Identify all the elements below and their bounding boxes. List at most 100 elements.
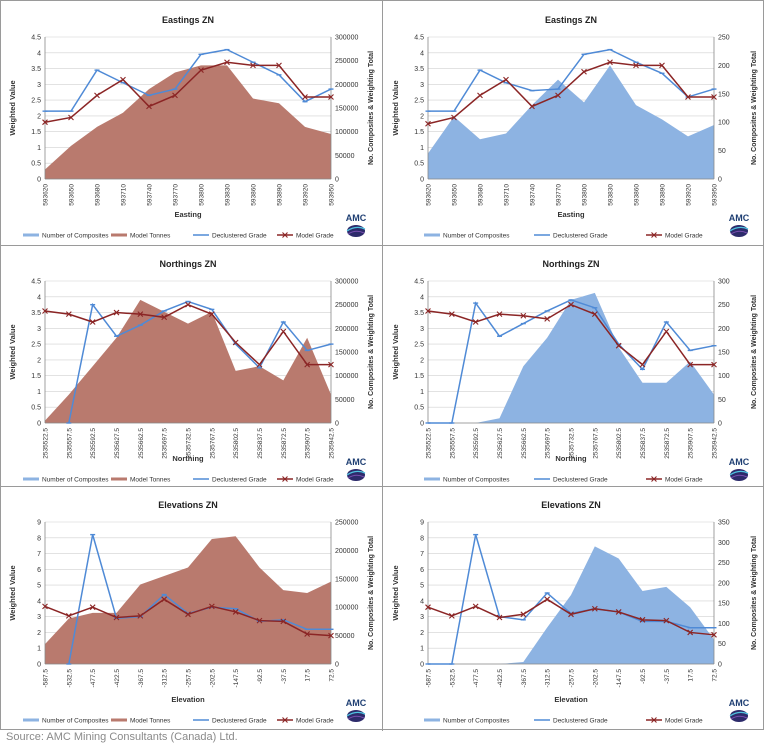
x-tick-label: 2535802.5 bbox=[233, 428, 240, 459]
x-tick-label: 593830 bbox=[608, 184, 615, 206]
model-grade-marker bbox=[304, 361, 311, 368]
model-grade-marker bbox=[633, 62, 639, 69]
x-tick-label: 2535837.5 bbox=[640, 428, 647, 459]
y2-tick-label: 300000 bbox=[335, 279, 358, 286]
model-grade-marker bbox=[472, 603, 479, 610]
amc-logo: AMC bbox=[346, 213, 367, 237]
y-tick-label: 4 bbox=[37, 294, 41, 301]
x-tick-label: 2535732.5 bbox=[186, 428, 193, 459]
x-tick-label: 593920 bbox=[303, 184, 310, 206]
y2-tick-label: 100 bbox=[718, 621, 730, 628]
model-grade-marker bbox=[280, 618, 287, 625]
model-grade-marker bbox=[42, 119, 48, 126]
x-tick-label: 2535627.5 bbox=[114, 428, 121, 459]
legend-label: Model Grade bbox=[296, 477, 334, 484]
x-tick-label: -477.5 bbox=[90, 669, 97, 688]
model-grade-marker bbox=[224, 59, 230, 66]
x-tick-label: -147.5 bbox=[616, 669, 623, 688]
model-grade-marker bbox=[581, 68, 587, 75]
declustered-grade-line bbox=[45, 48, 332, 112]
model-grade-marker bbox=[198, 67, 204, 74]
y-axis-label: Weighted Value bbox=[391, 565, 400, 620]
model-grade-marker bbox=[185, 611, 191, 618]
y-tick-label: 1 bbox=[37, 646, 41, 653]
legend-label: Declustered Grade bbox=[212, 233, 267, 240]
x-tick-label: 593890 bbox=[277, 184, 284, 206]
model-grade-marker bbox=[568, 301, 574, 308]
y-tick-label: 0 bbox=[37, 662, 41, 669]
y-tick-label: 4 bbox=[420, 598, 424, 605]
y-tick-label: 4.5 bbox=[31, 279, 41, 286]
y-axis-label: Weighted Value bbox=[8, 80, 17, 135]
model-grade-marker bbox=[280, 328, 287, 335]
y2-tick-label: 150 bbox=[718, 91, 730, 98]
x-tick-label: 2535767.5 bbox=[592, 428, 599, 459]
chart-title: Eastings ZN bbox=[162, 15, 214, 25]
number-of-composites-area bbox=[428, 292, 714, 423]
y-tick-label: 5 bbox=[37, 583, 41, 590]
legend-marker-model bbox=[651, 232, 657, 238]
model-grade-marker bbox=[256, 617, 263, 624]
y-tick-label: 2 bbox=[420, 357, 424, 364]
x-tick-label: 593830 bbox=[225, 184, 232, 206]
y-tick-label: 4 bbox=[420, 50, 424, 57]
amc-logo: AMC bbox=[729, 457, 750, 481]
x-tick-label: -312.5 bbox=[545, 669, 552, 688]
x-tick-label: 2535907.5 bbox=[688, 428, 695, 459]
y2-tick-label: 50 bbox=[718, 641, 726, 648]
model-grade-marker bbox=[687, 361, 694, 368]
legend-label: Model Grade bbox=[296, 233, 334, 240]
x-tick-label: -202.5 bbox=[592, 669, 599, 688]
y-tick-label: 4.5 bbox=[31, 35, 41, 42]
chart-svg: Northings ZN 0 0.5 1 1.5 2 2.5 3 3.5 4 4.5 0 50000 10… bbox=[8, 259, 375, 484]
amc-logo-text: AMC bbox=[729, 457, 750, 467]
y2-tick-label: 250 bbox=[718, 302, 730, 309]
legend-marker-model bbox=[282, 476, 288, 482]
model-grade-marker bbox=[65, 311, 72, 318]
y-tick-label: 7 bbox=[37, 551, 41, 558]
y-tick-label: 2.5 bbox=[31, 98, 41, 105]
amc-logo-swoosh bbox=[347, 230, 365, 235]
model-grade-marker bbox=[663, 617, 670, 624]
y-tick-label: 2 bbox=[37, 113, 41, 120]
number-of-composites-area bbox=[428, 546, 714, 664]
y-tick-label: 1 bbox=[37, 145, 41, 152]
y2-tick-label: 100 bbox=[718, 120, 730, 127]
x-tick-label: -202.5 bbox=[209, 669, 216, 688]
chart-panel-northings-composites: Northings ZN 0 0.5 1 1.5 2 2.5 3 3.5 4 4.5 0 50 100 15… bbox=[384, 247, 764, 487]
grid-divider-vertical bbox=[382, 1, 383, 731]
x-tick-label: 2535732.5 bbox=[569, 428, 576, 459]
chart-svg: Elevations ZN 0 1 2 3 4 5 6 7 8 9 0 50000 100000 15000… bbox=[8, 500, 375, 725]
x-tick-label: 2535522.5 bbox=[426, 428, 433, 459]
x-tick-label: 593950 bbox=[329, 184, 336, 206]
model-grade-marker bbox=[65, 612, 72, 619]
y2-tick-label: 250000 bbox=[335, 58, 358, 65]
x-axis-label: Easting bbox=[557, 210, 585, 219]
declustered-grade-line bbox=[428, 48, 715, 112]
y-tick-label: 2.5 bbox=[414, 98, 424, 105]
model-grade-marker bbox=[615, 609, 622, 615]
x-tick-label: 2535767.5 bbox=[209, 428, 216, 459]
legend-label: Model Tonnes bbox=[130, 477, 171, 484]
amc-logo-swoosh bbox=[347, 715, 365, 720]
y2-axis-label: No. Composites & Weighting Total bbox=[751, 536, 758, 650]
x-tick-label: 2535697.5 bbox=[162, 428, 169, 459]
amc-logo: AMC bbox=[729, 213, 750, 237]
x-tick-label: 2535872.5 bbox=[281, 428, 288, 459]
x-tick-label: 593740 bbox=[147, 184, 154, 206]
x-tick-label: -477.5 bbox=[473, 669, 480, 688]
x-tick-label: -92.5 bbox=[640, 669, 647, 684]
chart-title: Elevations ZN bbox=[541, 500, 601, 510]
chart-panel-elevations-composites: Elevations ZN 0 1 2 3 4 5 6 7 8 9 0 50 100 150 200 250 30… bbox=[384, 488, 764, 728]
model-grade-marker bbox=[89, 604, 96, 611]
model-grade-marker bbox=[328, 94, 334, 100]
x-tick-label: 593860 bbox=[251, 184, 258, 206]
model-grade-marker bbox=[120, 76, 126, 83]
y2-tick-label: 300 bbox=[718, 540, 730, 547]
x-tick-label: 2535942.5 bbox=[329, 428, 336, 459]
x-tick-label: 2535942.5 bbox=[712, 428, 719, 459]
x-tick-label: -147.5 bbox=[233, 669, 240, 688]
y2-axis-label: No. Composites & Weighting Total bbox=[751, 295, 758, 409]
y-tick-label: 3 bbox=[420, 614, 424, 621]
model-grade-marker bbox=[659, 62, 665, 69]
